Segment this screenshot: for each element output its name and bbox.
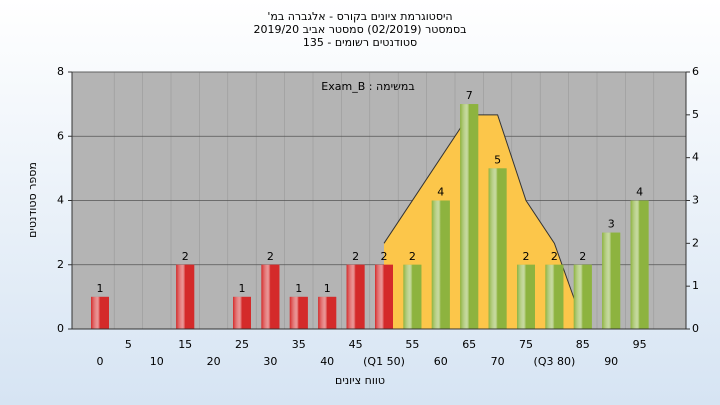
value-label: 2 <box>551 250 558 263</box>
x-tick-label: 5 <box>125 338 132 351</box>
bar <box>289 296 308 329</box>
x-tick-label: 55 <box>405 338 419 351</box>
bar <box>431 200 450 329</box>
y-tick-label: 6 <box>57 129 64 142</box>
bar <box>318 296 337 329</box>
bar <box>346 264 365 329</box>
value-label: 1 <box>97 282 104 295</box>
value-label: 4 <box>636 186 643 199</box>
x-tick-label: (Q1 50) <box>363 355 405 368</box>
x-tick-label: 30 <box>263 355 277 368</box>
value-label: 2 <box>182 250 189 263</box>
x-tick-label: 15 <box>178 338 192 351</box>
bar <box>375 264 393 329</box>
value-label: 2 <box>409 250 416 263</box>
bar <box>602 232 621 329</box>
bar <box>261 264 280 329</box>
y-axis-label: מספר סטודנטים <box>26 162 39 238</box>
value-label: 2 <box>381 250 388 263</box>
bar <box>403 264 422 329</box>
y2-tick-label: 6 <box>692 65 699 78</box>
x-tick-label: 60 <box>434 355 448 368</box>
bar <box>488 168 507 329</box>
value-label: 3 <box>608 218 615 231</box>
x-tick-label: 75 <box>519 338 533 351</box>
value-label: 2 <box>352 250 359 263</box>
bar <box>91 296 109 329</box>
area-line <box>383 114 575 300</box>
x-tick-label: (Q3 80) <box>534 355 576 368</box>
value-label: 2 <box>579 250 586 263</box>
value-label: 7 <box>466 89 473 102</box>
bar <box>630 200 649 329</box>
bar <box>176 264 195 329</box>
annotation: Exam_B : במשימה <box>321 80 414 93</box>
x-tick-label: 85 <box>576 338 590 351</box>
y2-tick-label: 0 <box>692 322 699 335</box>
x-tick-label: 70 <box>491 355 505 368</box>
y2-tick-label: 2 <box>692 236 699 249</box>
x-tick-label: 10 <box>150 355 164 368</box>
x-tick-label: 0 <box>97 355 104 368</box>
y2-tick-label: 5 <box>692 108 699 121</box>
x-tick-label: 90 <box>604 355 618 368</box>
chart-subtitle: בסמסטר (02/2019) סמסטר אביב 2019/20 <box>253 23 466 36</box>
x-tick-label: 95 <box>633 338 647 351</box>
x-tick-label: 65 <box>462 338 476 351</box>
y-tick-label: 2 <box>57 258 64 271</box>
y-tick-label: 8 <box>57 65 64 78</box>
bar <box>573 264 592 329</box>
bar <box>233 296 251 329</box>
value-label: 2 <box>523 250 530 263</box>
y2-tick-label: 3 <box>692 194 699 207</box>
bar <box>517 264 535 329</box>
bar <box>460 104 479 329</box>
x-axis-label: טווח ציונים <box>335 374 385 387</box>
x-tick-label: 25 <box>235 338 249 351</box>
chart-subtitle: סטודנטים רשומים - 135 <box>303 36 417 49</box>
value-label: 4 <box>437 186 444 199</box>
x-tick-label: 35 <box>292 338 306 351</box>
value-label: 1 <box>239 282 246 295</box>
y2-tick-label: 4 <box>692 151 699 164</box>
value-label: 1 <box>324 282 331 295</box>
y2-tick-label: 1 <box>692 279 699 292</box>
x-tick-label: 45 <box>349 338 363 351</box>
value-label: 2 <box>267 250 274 263</box>
x-tick-label: 40 <box>320 355 334 368</box>
value-label: 5 <box>494 153 501 166</box>
chart-title: היסטוגרמת ציונים בקורס - אלגברה במ' <box>267 10 452 23</box>
y-tick-label: 0 <box>57 322 64 335</box>
y-tick-label: 4 <box>57 194 64 207</box>
x-tick-label: 20 <box>207 355 221 368</box>
bar <box>545 264 564 329</box>
value-label: 1 <box>295 282 302 295</box>
